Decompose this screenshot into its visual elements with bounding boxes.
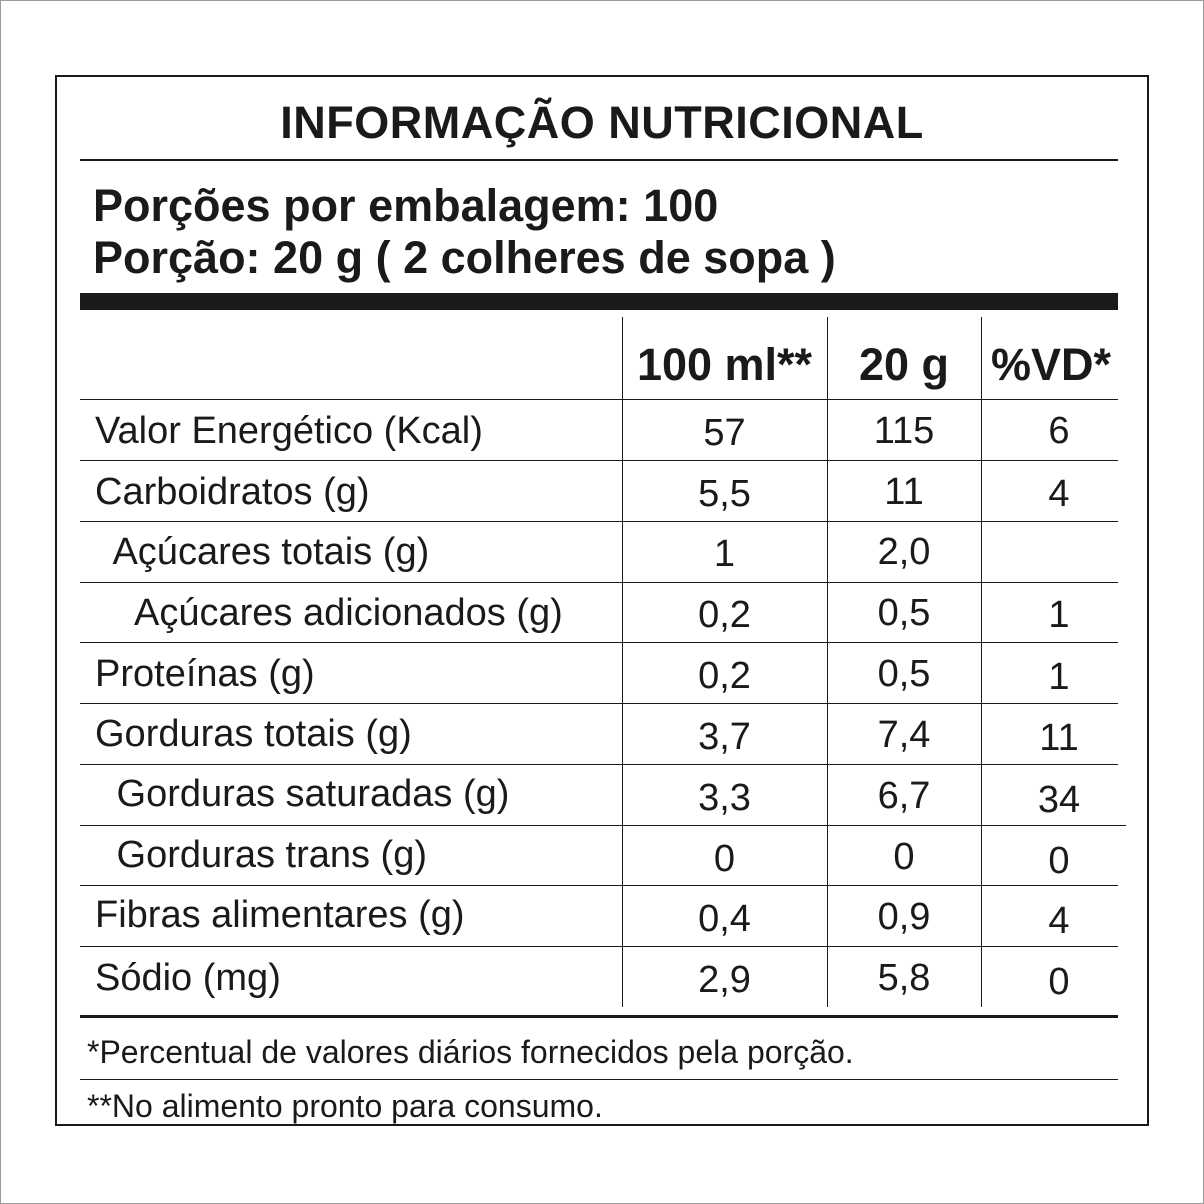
cell-saturated-fat-vd: 34 <box>1037 779 1081 821</box>
row-label-proteins: Proteínas (g) <box>95 653 315 695</box>
table-bottom-divider <box>80 1015 1118 1018</box>
row-label-added-sugars: Açúcares adicionados (g) <box>115 592 563 634</box>
cell-total-fat-vd: 11 <box>1039 717 1079 759</box>
column-header-20g: 20 g <box>858 339 950 390</box>
column-divider-2 <box>827 317 828 1007</box>
serving-size: Porção: 20 g ( 2 colheres de sopa ) <box>93 232 836 283</box>
cell-total-fat-20g: 7,4 <box>877 714 931 756</box>
servings-per-package: Porções por embalagem: 100 <box>93 180 719 231</box>
footnote-divider <box>80 1079 1118 1080</box>
cell-added-sugars-100ml: 0,2 <box>698 594 751 636</box>
cell-energy-vd: 6 <box>1048 410 1070 452</box>
cell-saturated-fat-100ml: 3,3 <box>698 777 751 819</box>
row-divider <box>80 460 1118 461</box>
row-label-total-sugars: Açúcares totais (g) <box>104 531 430 573</box>
row-label-saturated-fat: Gorduras saturadas (g) <box>106 773 510 815</box>
cell-total-sugars-20g: 2,0 <box>877 531 931 573</box>
footnote-daily-values: *Percentual de valores diários fornecido… <box>87 1034 854 1070</box>
row-label-energy: Valor Energético (Kcal) <box>95 410 483 452</box>
footnote-ready-to-eat: **No alimento pronto para consumo. <box>87 1088 603 1124</box>
column-divider-1 <box>622 317 623 1007</box>
row-label-dietary-fiber: Fibras alimentares (g) <box>95 894 465 936</box>
row-divider <box>80 521 1118 522</box>
cell-carbohydrates-20g: 11 <box>884 471 924 513</box>
row-divider <box>80 642 1118 643</box>
column-divider-3 <box>981 317 982 1007</box>
row-divider <box>80 399 1118 400</box>
cell-dietary-fiber-20g: 0,9 <box>877 896 931 938</box>
cell-sodium-vd: 0 <box>1048 961 1070 1003</box>
cell-saturated-fat-20g: 6,7 <box>877 775 931 817</box>
cell-added-sugars-vd: 1 <box>1048 594 1070 636</box>
column-header-vd: %VD* <box>990 339 1112 390</box>
cell-sodium-100ml: 2,9 <box>698 959 751 1001</box>
label-title: INFORMAÇÃO NUTRICIONAL <box>280 97 924 148</box>
cell-total-sugars-100ml: 1 <box>713 533 736 575</box>
row-divider <box>80 582 1118 583</box>
cell-proteins-vd: 1 <box>1048 656 1070 698</box>
cell-sodium-20g: 5,8 <box>877 957 931 999</box>
cell-added-sugars-20g: 0,5 <box>877 592 931 634</box>
cell-proteins-100ml: 0,2 <box>698 655 751 697</box>
cell-carbohydrates-100ml: 5,5 <box>698 473 751 515</box>
cell-dietary-fiber-vd: 4 <box>1048 900 1070 942</box>
row-label-trans-fat: Gorduras trans (g) <box>106 834 427 876</box>
cell-total-fat-100ml: 3,7 <box>698 716 751 758</box>
row-label-carbohydrates: Carboidratos (g) <box>95 471 370 513</box>
nutrition-facts-label: INFORMAÇÃO NUTRICIONAL Porções por embal… <box>55 75 1149 1126</box>
title-divider <box>80 159 1118 161</box>
cell-energy-100ml: 57 <box>703 412 746 454</box>
cell-proteins-20g: 0,5 <box>877 653 931 695</box>
row-label-sodium: Sódio (mg) <box>95 957 281 999</box>
cell-dietary-fiber-100ml: 0,4 <box>698 898 751 940</box>
thick-divider <box>80 293 1118 310</box>
cell-carbohydrates-vd: 4 <box>1048 473 1070 515</box>
row-label-total-fat: Gorduras totais (g) <box>95 713 412 755</box>
cell-trans-fat-20g: 0 <box>893 836 915 878</box>
cell-energy-20g: 115 <box>873 410 935 452</box>
row-divider <box>80 946 1118 947</box>
cell-trans-fat-vd: 0 <box>1048 840 1070 882</box>
row-divider <box>80 703 1118 704</box>
row-divider <box>80 825 1126 826</box>
row-divider <box>80 764 1118 765</box>
column-header-100ml: 100 ml** <box>636 339 813 390</box>
row-divider <box>80 885 1118 886</box>
cell-trans-fat-100ml: 0 <box>713 838 736 880</box>
